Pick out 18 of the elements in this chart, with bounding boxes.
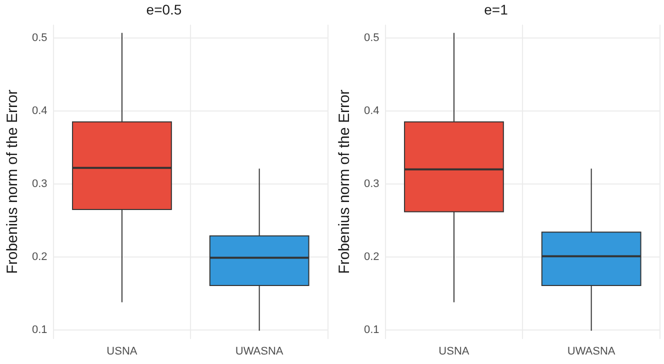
chart-title: e=1	[484, 1, 508, 18]
y-tick-label: 0.1	[32, 324, 48, 336]
y-tick-label: 0.4	[32, 105, 48, 117]
y-tick-label: 0.4	[364, 105, 380, 117]
y-tick-label: 0.5	[364, 32, 380, 44]
y-tick-label: 0.3	[364, 178, 380, 190]
chart-title: e=0.5	[146, 1, 182, 18]
y-tick-label: 0.1	[364, 324, 380, 336]
y-axis-title: Frobenius norm of the Error	[336, 90, 354, 274]
y-axis-title: Frobenius norm of the Error	[4, 90, 22, 274]
x-tick-label: USNA	[438, 345, 470, 358]
y-tick-label: 0.3	[32, 178, 48, 190]
y-tick-label: 0.5	[32, 32, 48, 44]
x-tick-label: UWASNA	[235, 345, 284, 358]
y-tick-label: 0.2	[364, 251, 380, 264]
x-tick-label: USNA	[106, 345, 138, 358]
y-tick-label: 0.2	[32, 251, 48, 264]
x-tick-label: UWASNA	[567, 345, 616, 358]
